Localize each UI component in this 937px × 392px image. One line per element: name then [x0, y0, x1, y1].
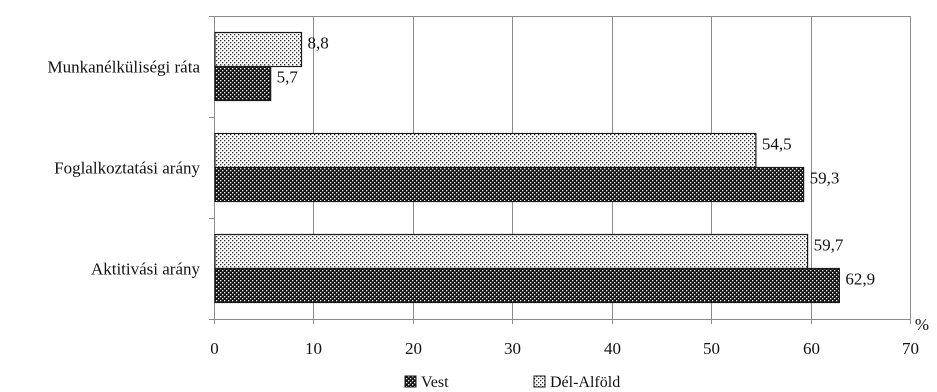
x-tick-label: 50	[703, 339, 720, 358]
labels: 0 10 20 30 40 50 60 70 Munkanélküliségi ráta 8,8 5…	[48, 34, 930, 359]
legend: Vest Dél-Alföld	[404, 374, 620, 391]
legend-swatch-del-alfold	[533, 375, 546, 388]
x-tick-label: 0	[210, 339, 219, 358]
data-label: 59,7	[814, 236, 844, 255]
bar-vest	[214, 166, 805, 203]
x-tick-label: 40	[604, 339, 621, 358]
x-tick-label: 70	[902, 339, 919, 358]
x-tick-label: 60	[803, 339, 820, 358]
legend-label: Vest	[421, 374, 449, 391]
x-tick-label: 20	[405, 339, 422, 358]
legend-swatch-vest	[404, 375, 417, 388]
data-label: 54,5	[762, 135, 792, 154]
unit-label: %	[915, 315, 929, 334]
x-tick-label: 10	[305, 339, 322, 358]
data-label: 8,8	[307, 34, 328, 53]
bar-del-alfold	[214, 233, 809, 270]
data-label: 5,7	[277, 68, 299, 87]
data-label: 59,3	[810, 169, 840, 188]
category-label: Foglalkoztatási arány	[54, 159, 200, 178]
bar-vest	[214, 65, 272, 102]
legend-label: Dél-Alföld	[550, 374, 620, 391]
x-tick-label: 30	[504, 339, 521, 358]
data-label: 62,9	[845, 270, 875, 289]
category-label: Munkanélküliségi ráta	[48, 58, 201, 77]
bar-vest	[214, 267, 841, 304]
bar-del-alfold	[214, 132, 757, 169]
bars	[214, 31, 841, 304]
bar-del-alfold	[214, 31, 303, 68]
category-label: Aktitivási arány	[91, 260, 201, 279]
